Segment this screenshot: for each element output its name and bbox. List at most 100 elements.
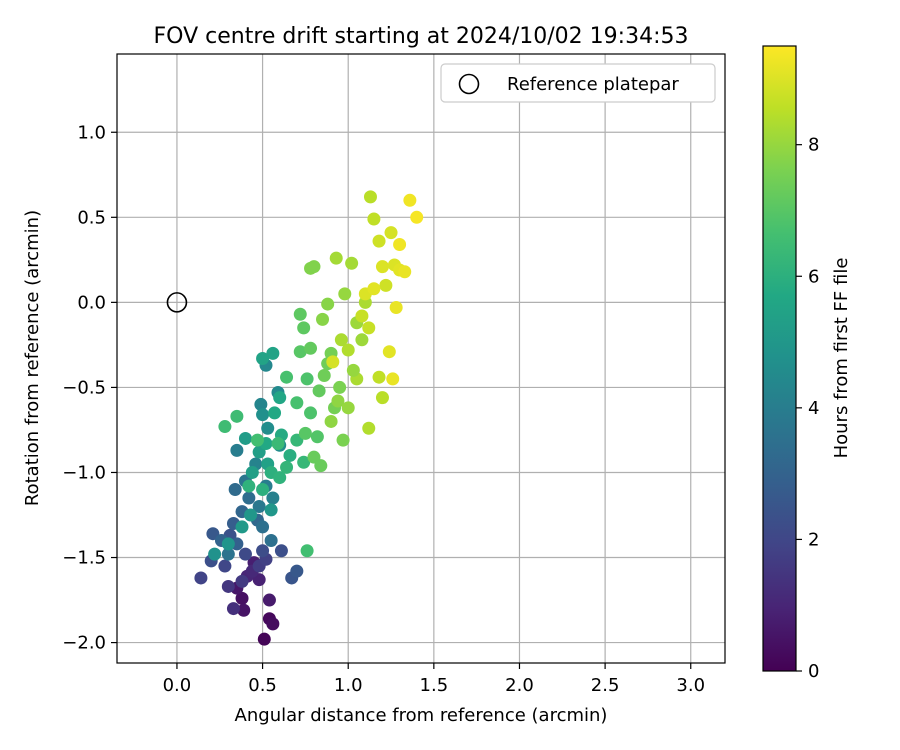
data-point bbox=[266, 617, 280, 631]
data-points bbox=[194, 190, 424, 646]
data-point bbox=[280, 370, 294, 384]
data-point bbox=[274, 544, 288, 558]
grid-lines bbox=[117, 54, 725, 663]
data-point bbox=[218, 420, 232, 434]
data-point bbox=[362, 421, 376, 435]
data-point bbox=[280, 460, 294, 474]
data-point bbox=[410, 210, 424, 224]
x-tick-label: 3.0 bbox=[676, 675, 705, 696]
data-point bbox=[367, 212, 381, 226]
data-point bbox=[264, 503, 278, 517]
data-point bbox=[283, 448, 297, 462]
data-point bbox=[273, 471, 287, 485]
data-point bbox=[331, 394, 345, 408]
legend-box bbox=[440, 63, 716, 103]
chart-title: FOV centre drift starting at 2024/10/02 … bbox=[154, 24, 689, 49]
data-point bbox=[293, 307, 307, 321]
data-point bbox=[304, 341, 318, 355]
data-point bbox=[271, 437, 285, 451]
data-point bbox=[372, 370, 386, 384]
data-point bbox=[393, 238, 407, 252]
x-tick-label: 2.5 bbox=[591, 675, 620, 696]
data-point bbox=[310, 430, 324, 444]
data-point bbox=[273, 391, 287, 405]
y-tick-label: 1.0 bbox=[77, 122, 106, 143]
data-point bbox=[290, 396, 304, 410]
data-point bbox=[242, 479, 256, 493]
colorbar-tick-label: 2 bbox=[808, 529, 819, 550]
data-point bbox=[221, 579, 235, 593]
data-point bbox=[228, 482, 242, 496]
x-tick-label: 2.0 bbox=[505, 675, 534, 696]
data-point bbox=[293, 345, 307, 359]
x-tick-label: 0.5 bbox=[248, 675, 277, 696]
data-point bbox=[384, 226, 398, 240]
data-point bbox=[238, 547, 252, 561]
data-point bbox=[245, 465, 259, 479]
data-point bbox=[317, 369, 331, 383]
legend-marker-icon bbox=[458, 73, 480, 95]
data-point bbox=[300, 544, 314, 558]
data-point bbox=[221, 537, 235, 551]
legend: Reference platepar bbox=[440, 63, 716, 103]
data-point bbox=[208, 547, 222, 561]
data-point bbox=[262, 593, 276, 607]
data-point bbox=[290, 564, 304, 578]
colorbar-gradient bbox=[762, 45, 797, 672]
data-point bbox=[235, 520, 249, 534]
data-point bbox=[338, 287, 352, 301]
colorbar-tick-label: 0 bbox=[808, 661, 819, 682]
data-point bbox=[218, 559, 232, 573]
data-point bbox=[268, 406, 282, 420]
data-point bbox=[257, 632, 271, 646]
data-point bbox=[329, 251, 343, 265]
x-tick-label: 0.0 bbox=[163, 675, 192, 696]
data-point bbox=[298, 426, 312, 440]
colorbar-tick-label: 6 bbox=[808, 266, 819, 287]
data-point bbox=[300, 372, 314, 386]
data-point bbox=[372, 234, 386, 248]
data-point bbox=[312, 384, 326, 398]
data-point bbox=[256, 520, 270, 534]
data-point bbox=[297, 455, 311, 469]
data-point bbox=[194, 571, 208, 585]
colorbar-ticks: 0 2 4 6 8 bbox=[796, 135, 819, 682]
legend-label: Reference platepar bbox=[507, 74, 679, 95]
data-point bbox=[355, 309, 369, 323]
data-point bbox=[389, 300, 403, 314]
data-point bbox=[256, 352, 270, 365]
data-point bbox=[256, 544, 270, 558]
data-point bbox=[230, 443, 244, 457]
data-point bbox=[341, 343, 355, 357]
data-point bbox=[403, 193, 417, 207]
reference-marker bbox=[166, 292, 188, 313]
data-point bbox=[314, 459, 328, 473]
y-tick-label: −1.0 bbox=[62, 462, 106, 483]
data-point bbox=[266, 346, 280, 360]
data-point bbox=[355, 333, 369, 347]
colorbar-tick-label: 4 bbox=[808, 398, 819, 419]
data-point bbox=[242, 491, 256, 505]
data-point bbox=[382, 345, 396, 359]
data-point bbox=[235, 574, 249, 588]
data-point bbox=[336, 433, 350, 447]
data-point bbox=[235, 591, 249, 605]
data-point bbox=[341, 401, 355, 415]
y-tick-label: −1.5 bbox=[62, 548, 106, 569]
data-point bbox=[386, 372, 400, 386]
data-point bbox=[256, 408, 270, 422]
data-point bbox=[250, 433, 264, 447]
x-tick-label: 1.0 bbox=[334, 675, 363, 696]
colorbar-tick-label: 8 bbox=[808, 135, 819, 156]
y-axis-label: Rotation from reference (arcmin) bbox=[22, 210, 43, 506]
data-point bbox=[297, 321, 311, 335]
y-axis: −2.0 −1.5 −1.0 −0.5 0.0 0.5 1.0 bbox=[62, 122, 117, 654]
data-point bbox=[375, 391, 389, 405]
data-point bbox=[252, 499, 266, 513]
x-tick-label: 1.5 bbox=[420, 675, 449, 696]
colorbar-label: Hours from first FF file bbox=[831, 258, 852, 459]
data-point bbox=[334, 333, 348, 347]
data-point bbox=[375, 260, 389, 274]
data-point bbox=[256, 482, 270, 496]
